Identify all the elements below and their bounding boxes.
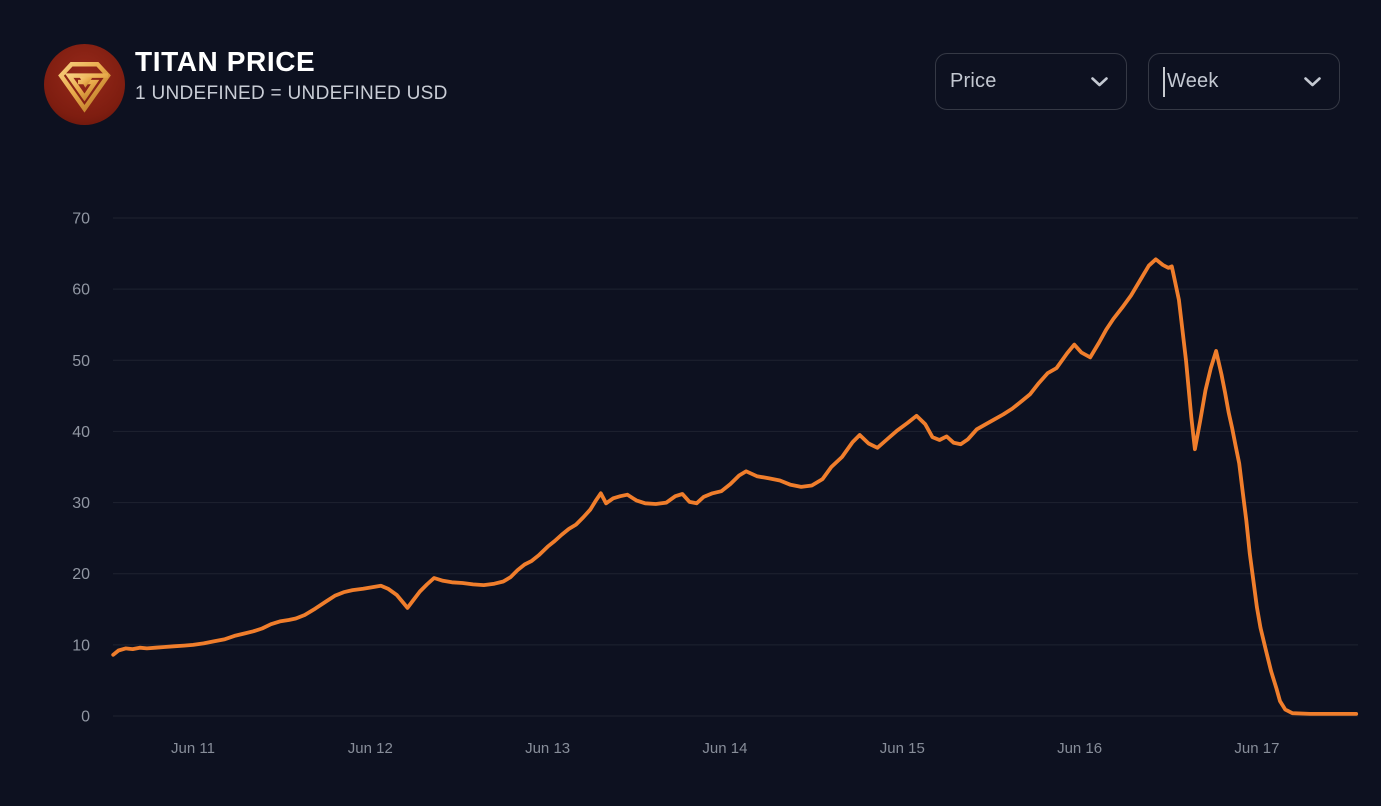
page-title: TITAN PRICE (135, 46, 316, 77)
price-line-series (111, 257, 1359, 716)
x-tick-label: Jun 16 (1057, 740, 1102, 757)
price-metric-dropdown-value: Price (950, 70, 997, 92)
y-tick-label: 0 (81, 709, 90, 726)
x-tick-label: Jun 13 (525, 740, 570, 757)
x-tick-label: Jun 11 (171, 740, 215, 757)
period-dropdown[interactable]: Week (1148, 53, 1340, 110)
y-tick-label: 70 (72, 211, 90, 228)
y-tick-label: 60 (72, 282, 90, 299)
y-tick-label: 20 (72, 566, 90, 583)
chart-gridlines (113, 217, 1358, 717)
text-caret (1163, 66, 1165, 97)
titan-logo (44, 44, 125, 125)
chevron-down-icon (1304, 76, 1321, 87)
y-tick-label: 10 (72, 637, 90, 654)
y-tick-label: 30 (72, 495, 90, 512)
period-dropdown-value: Week (1167, 70, 1219, 92)
x-tick-label: Jun 15 (880, 740, 925, 757)
chart-y-axis-labels: 0 10 20 30 40 50 60 70 (72, 211, 90, 726)
price-summary: 1 UNDEFINED = UNDEFINED USD (135, 83, 448, 105)
titan-gem-icon (44, 44, 125, 125)
y-tick-label: 50 (72, 353, 90, 370)
x-tick-label: Jun 17 (1234, 740, 1279, 757)
x-tick-label: Jun 12 (348, 740, 393, 757)
chevron-down-icon (1091, 76, 1108, 87)
chart-x-axis-labels: Jun 11 Jun 12 Jun 13 Jun 14 Jun 15 Jun 16 Jun … (171, 740, 1279, 757)
price-metric-dropdown[interactable]: Price (935, 53, 1127, 110)
header-title-block: TITAN PRICE 1 UNDEFINED = UNDEFINED USD (135, 46, 448, 105)
y-tick-label: 40 (72, 424, 90, 441)
price-line (111, 257, 1359, 716)
x-tick-label: Jun 14 (702, 740, 747, 757)
